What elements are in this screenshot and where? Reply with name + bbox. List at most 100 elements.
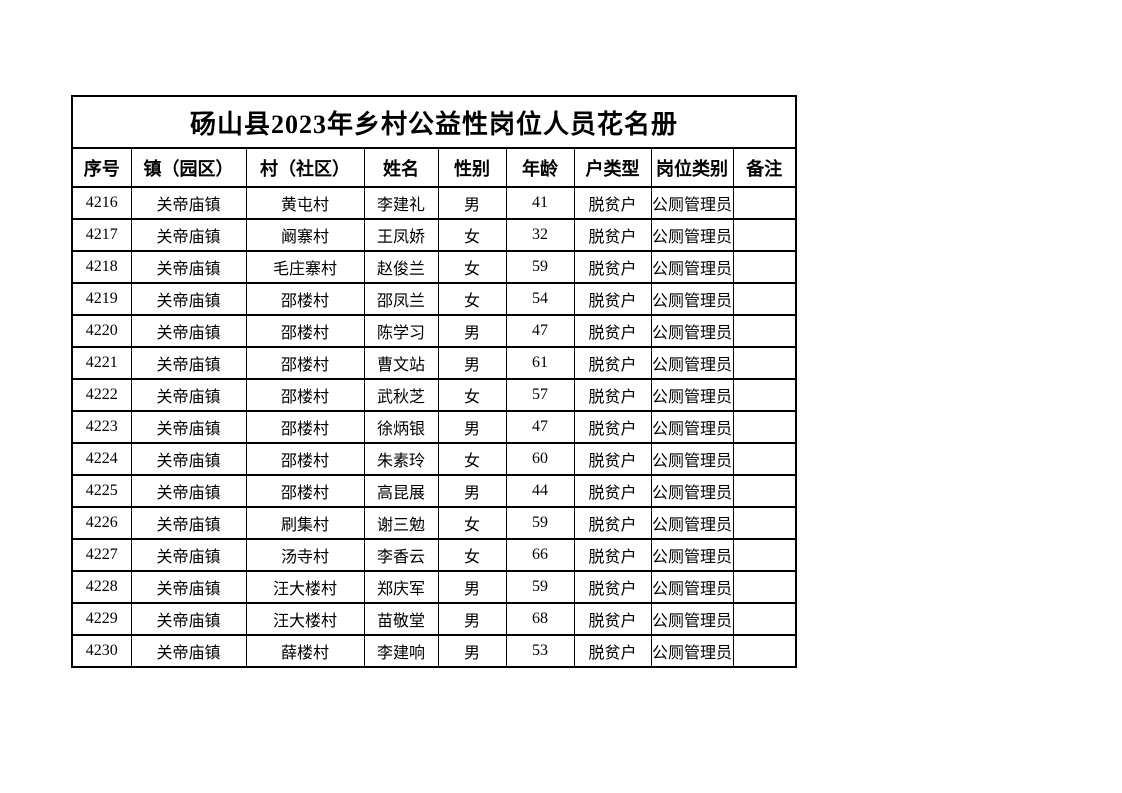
table-cell: 4222 (71, 378, 132, 412)
table-cell: 公厕管理员 (650, 634, 734, 668)
column-header-3: 村（社区） (245, 147, 365, 188)
table-cell: 4217 (71, 218, 132, 252)
table-cell: 脱贫户 (573, 474, 652, 508)
table-cell: 关帝庙镇 (130, 314, 247, 348)
table-cell: 脱贫户 (573, 378, 652, 412)
column-header-9: 备注 (732, 147, 797, 188)
table-cell: 47 (505, 314, 575, 348)
table-cell: 朱素玲 (363, 442, 439, 476)
table-cell: 57 (505, 378, 575, 412)
table-cell: 关帝庙镇 (130, 282, 247, 316)
table-cell: 女 (437, 442, 507, 476)
table-cell: 公厕管理员 (650, 218, 734, 252)
table-cell: 薛楼村 (245, 634, 365, 668)
table-cell: 高昆展 (363, 474, 439, 508)
column-header-2: 镇（园区） (130, 147, 247, 188)
table-cell (732, 474, 797, 508)
table-cell: 汤寺村 (245, 538, 365, 572)
table-row: 4226 关帝庙镇 刷集村 谢三勉女 59 脱贫户 公厕管理员 (71, 506, 797, 540)
table-cell: 男 (437, 186, 507, 220)
table-row: 4229 关帝庙镇 汪大楼村 苗敬堂男 68 脱贫户 公厕管理员 (71, 602, 797, 636)
table-cell: 女 (437, 250, 507, 284)
column-header-5: 性别 (437, 147, 507, 188)
table-cell: 4224 (71, 442, 132, 476)
table-cell: 4225 (71, 474, 132, 508)
table-cell: 邵凤兰 (363, 282, 439, 316)
table-cell: 61 (505, 346, 575, 380)
table-cell (732, 250, 797, 284)
table-row: 4227 关帝庙镇 汤寺村 李香云女 66 脱贫户 公厕管理员 (71, 538, 797, 572)
table-cell: 4227 (71, 538, 132, 572)
table-cell: 男 (437, 474, 507, 508)
table-cell: 公厕管理员 (650, 186, 734, 220)
roster-table-head: 砀山县2023年乡村公益性岗位人员花名册 序号 镇（园区） 村（社区） 姓名 性别 年龄户… (71, 95, 797, 188)
table-cell: 4228 (71, 570, 132, 604)
table-cell: 邵楼村 (245, 474, 365, 508)
table-cell (732, 410, 797, 444)
table-cell: 女 (437, 378, 507, 412)
table-cell: 脱贫户 (573, 442, 652, 476)
table-cell: 关帝庙镇 (130, 442, 247, 476)
header-row: 序号 镇（园区） 村（社区） 姓名 性别 年龄 户类型 岗位类别 备注 (71, 147, 797, 188)
table-cell: 关帝庙镇 (130, 634, 247, 668)
table-cell: 4221 (71, 346, 132, 380)
table-cell (732, 186, 797, 220)
table-cell: 60 (505, 442, 575, 476)
table-row: 4224 关帝庙镇 邵楼村 朱素玲女 60 脱贫户 公厕管理员 (71, 442, 797, 476)
table-cell: 脱贫户 (573, 314, 652, 348)
table-cell (732, 602, 797, 636)
table-cell: 4216 (71, 186, 132, 220)
table-cell: 关帝庙镇 (130, 602, 247, 636)
table-cell: 苗敬堂 (363, 602, 439, 636)
table-cell: 男 (437, 314, 507, 348)
table-cell: 公厕管理员 (650, 602, 734, 636)
table-cell: 女 (437, 538, 507, 572)
table-cell: 66 (505, 538, 575, 572)
table-cell: 王凤娇 (363, 218, 439, 252)
table-row: 4221 关帝庙镇 邵楼村 曹文站男 61 脱贫户 公厕管理员 (71, 346, 797, 380)
table-cell: 脱贫户 (573, 410, 652, 444)
table-cell: 谢三勉 (363, 506, 439, 540)
table-cell: 68 (505, 602, 575, 636)
table-cell: 男 (437, 602, 507, 636)
table-row: 4225 关帝庙镇 邵楼村 高昆展男 44 脱贫户 公厕管理员 (71, 474, 797, 508)
table-cell: 关帝庙镇 (130, 538, 247, 572)
table-cell: 59 (505, 506, 575, 540)
table-cell: 4226 (71, 506, 132, 540)
table-cell: 公厕管理员 (650, 282, 734, 316)
table-cell: 脱贫户 (573, 346, 652, 380)
table-cell: 关帝庙镇 (130, 506, 247, 540)
table-cell: 男 (437, 410, 507, 444)
table-cell: 32 (505, 218, 575, 252)
table-cell (732, 314, 797, 348)
table-row: 4228 关帝庙镇 汪大楼村 郑庆军男 59 脱贫户 公厕管理员 (71, 570, 797, 604)
table-cell (732, 634, 797, 668)
table-cell: 公厕管理员 (650, 538, 734, 572)
table-row: 4219 关帝庙镇 邵楼村 邵凤兰女 54 脱贫户 公厕管理员 (71, 282, 797, 316)
table-cell: 脱贫户 (573, 282, 652, 316)
column-header-8: 岗位类别 (650, 147, 734, 188)
table-cell: 公厕管理员 (650, 314, 734, 348)
table-cell: 毛庄寨村 (245, 250, 365, 284)
table-row: 4230 关帝庙镇 薛楼村 李建响男 53 脱贫户 公厕管理员 (71, 634, 797, 668)
table-cell: 邵楼村 (245, 346, 365, 380)
table-cell (732, 378, 797, 412)
table-cell: 54 (505, 282, 575, 316)
table-cell: 关帝庙镇 (130, 474, 247, 508)
table-cell: 脱贫户 (573, 538, 652, 572)
table-row: 4220 关帝庙镇 邵楼村 陈学习男 47 脱贫户 公厕管理员 (71, 314, 797, 348)
table-cell: 脱贫户 (573, 634, 652, 668)
table-row: 4216 关帝庙镇 黄屯村 李建礼男 41 脱贫户 公厕管理员 (71, 186, 797, 220)
table-cell: 脱贫户 (573, 570, 652, 604)
table-cell: 陈学习 (363, 314, 439, 348)
table-cell: 关帝庙镇 (130, 346, 247, 380)
table-cell: 59 (505, 250, 575, 284)
table-cell (732, 442, 797, 476)
table-cell (732, 570, 797, 604)
table-cell: 黄屯村 (245, 186, 365, 220)
table-cell: 脱贫户 (573, 506, 652, 540)
table-cell: 男 (437, 346, 507, 380)
column-header-1: 序号 (71, 147, 132, 188)
table-cell: 53 (505, 634, 575, 668)
roster-table: 砀山县2023年乡村公益性岗位人员花名册 序号 镇（园区） 村（社区） 姓名 性别 年龄户… (71, 95, 798, 668)
